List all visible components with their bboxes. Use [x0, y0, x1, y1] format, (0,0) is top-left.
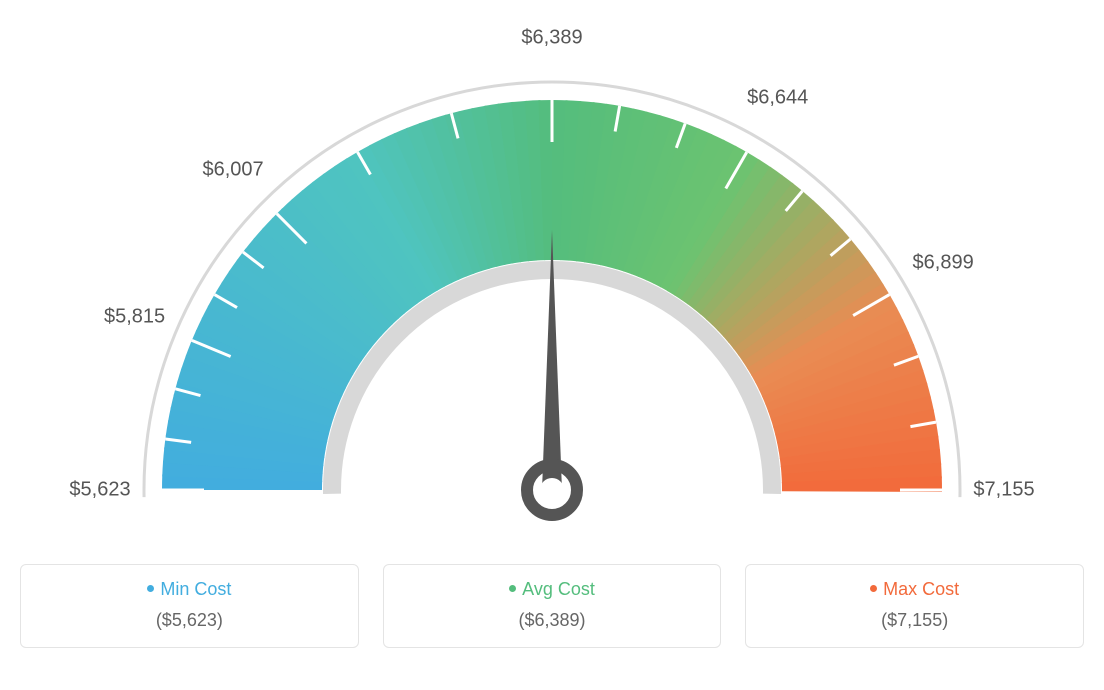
legend-title-min: Min Cost [31, 579, 348, 600]
legend-dot-icon [870, 585, 877, 592]
legend-row: Min Cost ($5,623) Avg Cost ($6,389) Max … [20, 564, 1084, 648]
gauge-tick-label: $6,899 [913, 252, 974, 275]
gauge-tick-label: $6,007 [202, 158, 263, 181]
legend-title-text: Avg Cost [522, 579, 595, 599]
legend-card-avg: Avg Cost ($6,389) [383, 564, 722, 648]
legend-card-max: Max Cost ($7,155) [745, 564, 1084, 648]
legend-title-text: Min Cost [160, 579, 231, 599]
legend-title-text: Max Cost [883, 579, 959, 599]
legend-dot-icon [147, 585, 154, 592]
cost-gauge-chart: $5,623 $5,815 $6,007 $6,389 $6,644 $6,899 $7,1… [20, 20, 1084, 648]
legend-card-min: Min Cost ($5,623) [20, 564, 359, 648]
gauge-tick-label: $7,155 [973, 479, 1034, 502]
gauge-tick-label: $5,623 [69, 479, 130, 502]
legend-title-avg: Avg Cost [394, 579, 711, 600]
gauge-svg [20, 20, 1084, 560]
gauge-tick-label: $6,644 [747, 87, 808, 110]
legend-value-min: ($5,623) [31, 610, 348, 631]
legend-value-max: ($7,155) [756, 610, 1073, 631]
gauge-tick-label: $5,815 [104, 305, 165, 328]
legend-value-avg: ($6,389) [394, 610, 711, 631]
legend-title-max: Max Cost [756, 579, 1073, 600]
gauge-area: $5,623 $5,815 $6,007 $6,389 $6,644 $6,899 $7,1… [20, 20, 1084, 560]
gauge-tick-label: $6,389 [521, 27, 582, 50]
legend-dot-icon [509, 585, 516, 592]
